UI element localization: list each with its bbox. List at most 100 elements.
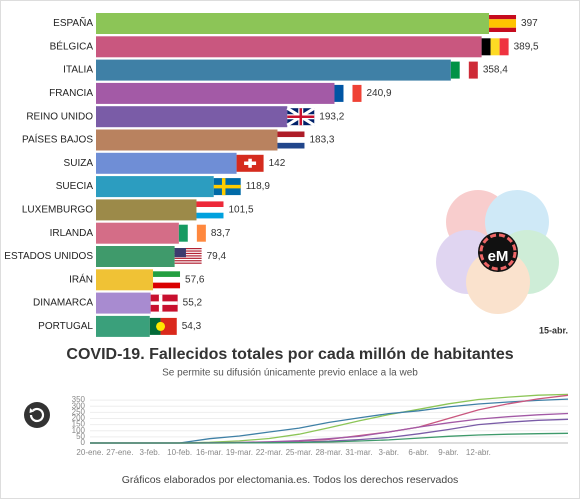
flag bbox=[236, 154, 264, 172]
flag-stripe bbox=[468, 61, 478, 79]
data-label: 118,9 bbox=[246, 181, 271, 192]
y-tick-label: 150 bbox=[72, 420, 86, 429]
flag-stripe bbox=[196, 224, 206, 242]
flag bbox=[213, 178, 241, 196]
flag-stripe bbox=[160, 317, 177, 335]
bar bbox=[96, 36, 482, 58]
data-label: 142 bbox=[269, 158, 286, 169]
flag-stripe bbox=[196, 212, 224, 219]
x-tick-label: 9-abr. bbox=[438, 448, 458, 457]
x-tick-label: 12-abr. bbox=[466, 448, 491, 457]
x-tick-label: 27-ene. bbox=[106, 448, 133, 457]
y-tick-label: LUXEMBURGO bbox=[22, 205, 93, 216]
x-tick-label: 25-mar. bbox=[286, 448, 313, 457]
logo-text: eM bbox=[488, 248, 509, 265]
flag-stripe bbox=[174, 252, 202, 255]
data-label: 358,4 bbox=[483, 65, 508, 76]
y-tick-label: 100 bbox=[72, 426, 86, 435]
data-label: 57,6 bbox=[185, 274, 205, 285]
bar bbox=[96, 292, 151, 314]
y-tick-label: 0 bbox=[81, 438, 86, 447]
flag-stripe bbox=[174, 262, 202, 264]
y-tick-label: PAÍSES BAJOS bbox=[22, 133, 93, 146]
data-label: 389,5 bbox=[514, 41, 539, 52]
x-tick-label: 10-feb. bbox=[167, 448, 192, 457]
flag-stripe bbox=[174, 260, 202, 262]
y-tick-label: SUECIA bbox=[56, 181, 94, 192]
y-tick-label: DINAMARCA bbox=[33, 298, 93, 309]
y-tick-label: 250 bbox=[72, 407, 86, 416]
flag bbox=[149, 317, 177, 335]
y-tick-label: ESPAÑA bbox=[53, 16, 93, 29]
flag-stripe bbox=[490, 38, 500, 56]
flag-stripe bbox=[277, 137, 305, 143]
y-tick-label: BÉLGICA bbox=[50, 39, 94, 52]
flag bbox=[277, 131, 305, 149]
x-tick-label: 19-mar. bbox=[226, 448, 253, 457]
flag bbox=[334, 84, 362, 102]
x-tick-label: 22-mar. bbox=[256, 448, 283, 457]
x-tick-label: 3-abr. bbox=[379, 448, 399, 457]
y-tick-label: FRANCIA bbox=[49, 88, 93, 99]
flag-stripe bbox=[196, 201, 224, 208]
bar bbox=[96, 152, 237, 174]
flag bbox=[286, 106, 316, 127]
bar bbox=[96, 129, 278, 151]
flag-stripe bbox=[489, 27, 517, 32]
x-tick-label: 6-abr. bbox=[408, 448, 428, 457]
bar bbox=[96, 59, 451, 81]
flag-stripe bbox=[174, 255, 202, 257]
flag-stripe bbox=[489, 15, 517, 20]
flag-stripe bbox=[244, 158, 257, 168]
flag-stripe bbox=[499, 38, 509, 56]
flag-stripe bbox=[174, 248, 202, 250]
flag-stripe bbox=[489, 19, 517, 24]
subtitle: Se permite su difusión únicamente previo… bbox=[162, 368, 418, 379]
flag-stripe bbox=[489, 23, 517, 28]
flag-stripe bbox=[334, 84, 344, 102]
data-label: 101,5 bbox=[228, 205, 253, 216]
data-label: 55,2 bbox=[183, 298, 203, 309]
flag-stripe bbox=[149, 317, 161, 335]
logo-ring bbox=[479, 233, 517, 271]
y-tick-label: IRÁN bbox=[69, 272, 93, 285]
data-label: 397 bbox=[521, 18, 538, 29]
data-label: 193,2 bbox=[319, 111, 344, 122]
flag-stripe bbox=[352, 84, 362, 102]
flag bbox=[153, 271, 181, 289]
flag-stripe bbox=[178, 224, 188, 242]
bar bbox=[96, 13, 490, 34]
data-label: 83,7 bbox=[211, 228, 231, 239]
x-tick-label: 28-mar. bbox=[315, 448, 342, 457]
line-series bbox=[90, 432, 569, 444]
bar bbox=[96, 222, 179, 244]
flag-stripe bbox=[174, 250, 202, 252]
x-tick-label: 3-feb. bbox=[140, 448, 160, 457]
flag-stripe bbox=[174, 257, 202, 259]
flag-stripe bbox=[196, 207, 224, 213]
flag-stripe bbox=[481, 38, 491, 56]
flag-stripe bbox=[450, 61, 460, 79]
x-tick-label: 16-mar. bbox=[196, 448, 223, 457]
flag-stripe bbox=[153, 282, 181, 289]
flag-stripe bbox=[153, 271, 181, 277]
chart-title: COVID-19. Fallecidos totales por cada mi… bbox=[66, 346, 513, 363]
replay-button[interactable] bbox=[24, 402, 50, 428]
flag bbox=[174, 248, 202, 264]
flag-stripe bbox=[156, 321, 166, 331]
x-tick-label: 31-mar. bbox=[345, 448, 372, 457]
x-tick-label: 20-ene. bbox=[76, 448, 103, 457]
y-tick-label: 200 bbox=[72, 414, 86, 423]
flag-stripe bbox=[343, 84, 353, 102]
flag bbox=[196, 201, 224, 219]
bar bbox=[96, 199, 197, 221]
y-tick-label: ITALIA bbox=[63, 65, 93, 76]
flag-stripe bbox=[174, 248, 186, 258]
y-tick-label: REINO UNIDO bbox=[26, 111, 93, 122]
y-tick-label: PORTUGAL bbox=[38, 321, 93, 332]
flag-stripe bbox=[213, 178, 241, 196]
flag bbox=[489, 15, 517, 32]
flag bbox=[481, 38, 509, 56]
bar bbox=[96, 315, 150, 337]
